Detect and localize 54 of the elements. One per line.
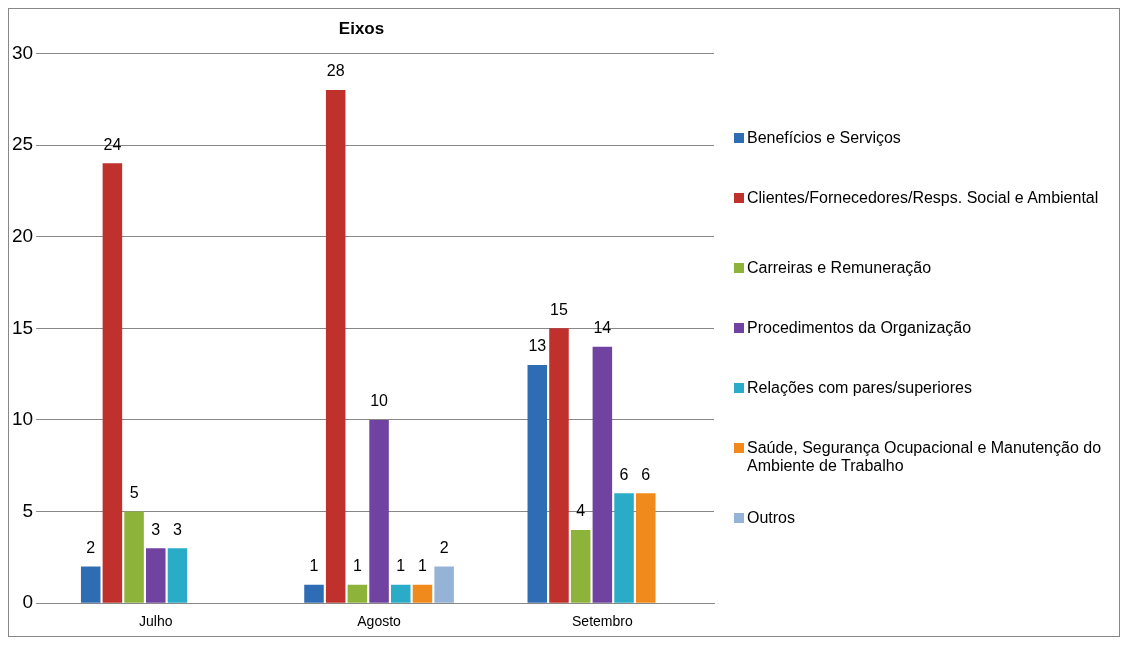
bar [549,328,569,603]
data-label: 13 [528,337,547,355]
bar [146,548,166,603]
bar [527,364,548,603]
y-tick-label: 25 [11,133,34,155]
bar [304,584,324,603]
chart-title: Eixos [338,18,385,38]
y-tick-label: 30 [11,41,34,63]
data-label: 1 [352,557,362,575]
bar [570,529,591,603]
data-label: 4 [576,502,586,520]
data-label: 2 [439,538,449,556]
bar [635,493,656,603]
bar [412,584,433,603]
x-tick-label: Agosto [357,613,402,630]
data-label: 6 [619,465,629,483]
data-label: 24 [103,135,122,153]
bar [325,90,346,603]
data-label: 14 [593,319,612,337]
x-tick-label: Julho [139,613,173,630]
bar [592,346,613,603]
data-label: 1 [418,557,427,575]
legend-label: Procedimentos da Organização [747,319,972,337]
bar [167,548,188,603]
y-tick-label: 5 [22,499,34,521]
data-label: 6 [641,465,651,483]
data-label: 2 [86,538,96,556]
data-label: 1 [396,557,406,575]
y-tick-label: 10 [11,408,34,430]
bar [434,566,454,603]
bar [369,419,389,603]
y-tick-label: 15 [11,316,34,338]
bar [124,511,144,603]
legend-label: Carreiras e Remuneração [747,259,932,277]
x-tick-label: Setembro [572,613,633,630]
legend-label: Outros [747,509,796,527]
y-tick-label: 0 [22,591,34,613]
legend-label: Relações com pares/superiores [747,379,972,397]
legend-label: Clientes/Fornecedores/Resps. Social e Ambiental [747,189,1099,207]
data-label: 10 [370,392,389,410]
bar [80,566,101,603]
bar [347,584,368,603]
legend-label: Benefícios e Serviços [747,129,901,147]
data-label: 15 [550,300,568,318]
bar [391,584,411,603]
data-label: 1 [309,557,319,575]
data-label: 28 [326,62,345,80]
bar [102,163,123,603]
data-label: 3 [173,520,183,538]
bar [614,493,634,603]
y-tick-label: 20 [11,224,34,246]
legend-label: Saúde, Segurança Ocupacional e Manutenção do Ambiente de Trabalho [747,439,1103,475]
data-label: 3 [151,520,161,538]
data-label: 5 [129,483,139,501]
